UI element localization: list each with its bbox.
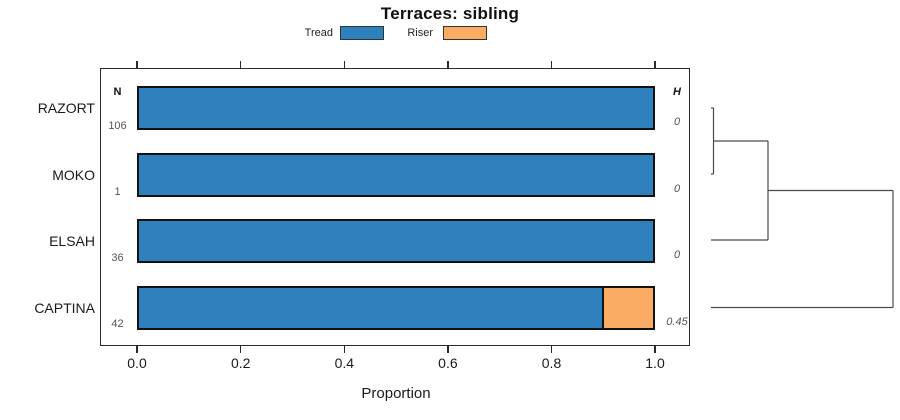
legend-swatch-tread xyxy=(340,26,384,40)
x-tick xyxy=(550,61,553,68)
legend-label-tread: Tread xyxy=(304,27,333,39)
bar-segment-tread xyxy=(137,86,655,130)
x-tick-label: 0.4 xyxy=(334,355,355,371)
x-tick xyxy=(239,61,242,68)
n-value: 106 xyxy=(108,120,127,132)
h-column-header: H xyxy=(673,86,681,98)
h-value: 0 xyxy=(673,116,681,128)
legend-label-riser: Riser xyxy=(407,27,433,39)
bar-row-moko xyxy=(137,153,655,197)
x-tick xyxy=(447,346,449,353)
bar-segment-tread xyxy=(137,286,605,330)
x-tick xyxy=(343,61,345,68)
x-tick xyxy=(654,61,656,68)
category-label-moko: MOKO xyxy=(52,167,95,183)
h-value: 0 xyxy=(673,249,681,261)
x-tick xyxy=(239,346,242,353)
x-tick xyxy=(136,61,138,68)
legend-swatch-riser xyxy=(443,26,487,40)
h-value: 0 xyxy=(673,183,681,195)
x-tick xyxy=(654,346,656,353)
n-value: 1 xyxy=(114,186,121,198)
x-axis-label: Proportion xyxy=(361,385,431,402)
bar-segment-tread xyxy=(137,219,655,263)
x-tick-label: 1.0 xyxy=(645,355,665,371)
bar-row-elsah xyxy=(137,219,655,263)
x-tick-label: 0.8 xyxy=(541,355,562,371)
chart-title: Terraces: sibling xyxy=(380,4,520,23)
bar-segment-riser xyxy=(602,286,655,330)
bar-row-razort xyxy=(137,86,655,130)
category-label-captina: CAPTINA xyxy=(34,300,95,316)
category-label-elsah: ELSAH xyxy=(49,233,95,249)
bar-row-captina xyxy=(137,286,655,330)
h-value: 0.45 xyxy=(666,316,688,328)
x-tick xyxy=(343,346,345,353)
n-value: 42 xyxy=(111,318,124,330)
category-label-razort: RAZORT xyxy=(37,100,95,116)
plot-area xyxy=(100,68,690,346)
x-tick xyxy=(447,61,449,68)
x-tick-label: 0.2 xyxy=(230,355,251,371)
x-tick-label: 0.0 xyxy=(127,355,147,371)
x-tick-label: 0.6 xyxy=(438,355,458,371)
bar-segment-tread xyxy=(137,153,655,197)
x-tick xyxy=(550,346,553,353)
x-tick xyxy=(136,346,138,353)
n-column-header: N xyxy=(113,86,122,98)
n-value: 36 xyxy=(111,252,124,264)
